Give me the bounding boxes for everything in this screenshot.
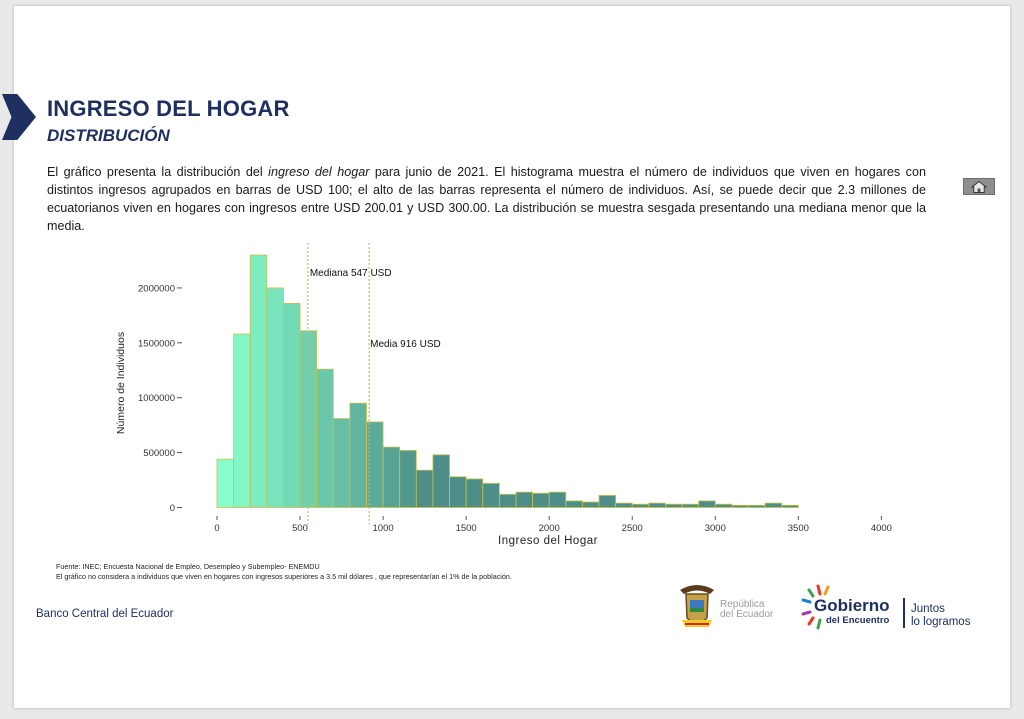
x-tick-label: 1000 bbox=[373, 523, 394, 534]
bars-group bbox=[216, 254, 799, 508]
gobierno-text: Gobierno bbox=[814, 596, 890, 615]
histogram-bar bbox=[449, 476, 467, 508]
x-axis-label: Ingreso del Hogar bbox=[498, 535, 598, 547]
histogram-bar bbox=[665, 503, 683, 508]
histogram-bar bbox=[731, 504, 749, 508]
y-axis-label: Número de Individuos bbox=[115, 332, 127, 434]
x-tick-label: 0 bbox=[214, 523, 219, 534]
page-title: INGRESO DEL HOGAR bbox=[47, 96, 290, 121]
histogram-bar bbox=[515, 491, 533, 508]
reference-lines-group bbox=[307, 243, 370, 525]
histogram-bar bbox=[349, 402, 367, 508]
histogram-bar bbox=[565, 500, 583, 508]
republica-ecuador-logo: República del Ecuador bbox=[676, 582, 786, 632]
x-tick-label: 2000 bbox=[539, 523, 560, 534]
bank-name: Banco Central del Ecuador bbox=[36, 608, 174, 620]
y-tick-label: 1000000 bbox=[138, 393, 175, 404]
coat-of-arms-icon bbox=[680, 585, 714, 627]
histogram-bar bbox=[615, 502, 633, 508]
juntos-line-1: Juntos bbox=[911, 603, 945, 615]
description-part-2: para junio de 2021. El histograma muestr… bbox=[47, 165, 926, 233]
slide bbox=[14, 6, 1010, 708]
histogram-bar bbox=[415, 469, 434, 508]
x-tick-label: 3500 bbox=[788, 523, 809, 534]
histogram-bar bbox=[316, 368, 334, 508]
histogram-bar bbox=[681, 503, 700, 508]
histogram-bar bbox=[465, 478, 484, 508]
y-tick-label: 0 bbox=[170, 503, 175, 514]
median-label: Mediana 547 USD bbox=[310, 268, 392, 279]
histogram-bar bbox=[764, 502, 783, 508]
histogram-bar bbox=[266, 287, 284, 508]
histogram-bar bbox=[498, 493, 517, 508]
y-axis: 0 500000 1000000 1500000 2000000 bbox=[138, 283, 182, 514]
logo-divider bbox=[903, 598, 905, 628]
histogram-bar bbox=[249, 254, 268, 508]
histogram-bar bbox=[698, 500, 716, 508]
histogram-bar bbox=[283, 302, 301, 508]
home-icon bbox=[971, 180, 987, 193]
histogram-bar bbox=[399, 450, 417, 508]
description-emphasis: ingreso del hogar bbox=[268, 165, 370, 179]
histogram-bar bbox=[714, 503, 733, 508]
histogram-bar bbox=[648, 502, 666, 508]
histogram-bar bbox=[482, 482, 500, 508]
home-button[interactable] bbox=[963, 178, 995, 195]
republica-text: República del Ecuador bbox=[720, 600, 773, 620]
histogram-bar bbox=[781, 504, 799, 508]
x-tick-label: 1500 bbox=[456, 523, 477, 534]
histogram-bar bbox=[532, 492, 550, 508]
histogram-bar bbox=[382, 446, 401, 508]
juntos-line-2: lo logramos bbox=[911, 616, 971, 628]
histogram-bar bbox=[332, 418, 351, 508]
x-tick-label: 4000 bbox=[871, 523, 892, 534]
histogram-bar bbox=[631, 503, 650, 508]
histogram-bar bbox=[548, 491, 567, 508]
histogram-bar bbox=[216, 458, 235, 508]
republica-line-2: del Ecuador bbox=[720, 609, 774, 620]
page-subtitle: DISTRIBUCIÓN bbox=[47, 126, 170, 145]
description-part-1: El gráfico presenta la distribución del bbox=[47, 165, 269, 179]
del-encuentro-text: del Encuentro bbox=[826, 615, 890, 626]
x-tick-label: 2500 bbox=[622, 523, 643, 534]
gobierno-encuentro-logo: Gobierno del Encuentro Juntos lo logramo… bbox=[800, 584, 985, 634]
x-axis: 0 500 1000 1500 2000 2500 3000 3500 4000 bbox=[214, 516, 892, 534]
y-tick-label: 1500000 bbox=[138, 338, 175, 349]
histogram-chart: 0 500000 1000000 1500000 2000000 0 500 1000 150… bbox=[115, 243, 892, 547]
footnotes: Fuente: INEC; Encuesta Nacional de Emple… bbox=[56, 562, 512, 582]
republica-line-1: República bbox=[720, 599, 765, 610]
histogram-bar bbox=[748, 504, 766, 508]
juntos-text: Juntos lo logramos bbox=[911, 603, 970, 629]
exclusion-note: El gráfico no considera a individuos que… bbox=[56, 572, 512, 581]
mean-label: Media 916 USD bbox=[370, 339, 441, 350]
source-note: Fuente: INEC; Encuesta Nacional de Emple… bbox=[56, 562, 320, 571]
starburst-icon bbox=[801, 584, 830, 630]
histogram-bar bbox=[582, 501, 600, 508]
x-tick-label: 3000 bbox=[705, 523, 726, 534]
histogram-bar bbox=[432, 454, 450, 508]
description-text: El gráfico presenta la distribución del … bbox=[47, 163, 926, 235]
y-tick-label: 2000000 bbox=[138, 283, 175, 294]
histogram-bar bbox=[598, 495, 617, 508]
y-tick-label: 500000 bbox=[143, 448, 175, 459]
x-tick-label: 500 bbox=[292, 523, 308, 534]
histogram-bar bbox=[233, 333, 251, 508]
